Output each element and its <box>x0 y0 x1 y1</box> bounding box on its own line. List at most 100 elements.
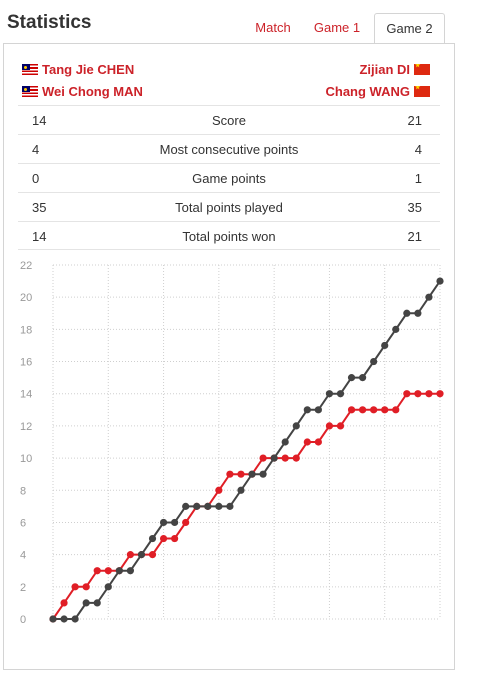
right-series-point <box>359 374 367 382</box>
left-series-point <box>82 583 90 591</box>
y-tick-label: 2 <box>20 582 26 594</box>
left-player-2: Wei Chong MAN <box>22 84 143 99</box>
left-series-point <box>215 486 223 494</box>
left-series-point <box>336 422 345 430</box>
y-tick-label: 0 <box>20 614 26 626</box>
right-series-point <box>325 390 334 398</box>
left-series-point <box>281 454 289 462</box>
left-player-1: Tang Jie CHEN <box>22 62 134 77</box>
left-series-point <box>182 518 190 527</box>
right-player-1-name[interactable]: Zijian DI <box>359 62 410 77</box>
right-series-point <box>237 486 245 494</box>
right-series-point <box>281 438 289 446</box>
y-tick-label: 20 <box>20 292 32 304</box>
right-series-point <box>392 325 400 333</box>
right-series-point <box>148 534 157 543</box>
left-series-point <box>325 422 334 430</box>
left-series-point <box>171 534 179 543</box>
stat-label: Total points played <box>175 200 283 215</box>
left-series-point <box>104 567 112 575</box>
right-series-point <box>248 470 256 478</box>
stat-left-value: 35 <box>32 200 47 215</box>
right-series-point <box>115 567 123 575</box>
y-tick-label: 18 <box>20 324 32 336</box>
right-series-point <box>303 406 311 414</box>
left-series-point <box>226 470 234 478</box>
stat-label: Game points <box>192 171 266 186</box>
left-player-1-name[interactable]: Tang Jie CHEN <box>42 62 135 77</box>
stat-right-value: 35 <box>407 200 422 215</box>
left-series-point <box>148 551 157 559</box>
left-series-point <box>126 551 134 559</box>
right-series-point <box>49 615 57 623</box>
malaysia-flag-icon <box>22 64 38 75</box>
left-series-point <box>403 390 411 398</box>
stat-label: Score <box>212 113 246 128</box>
tab-match[interactable]: Match <box>255 20 291 35</box>
right-series-point <box>171 518 179 527</box>
right-series-point <box>314 406 322 414</box>
right-player-2-name[interactable]: Chang WANG <box>325 84 411 99</box>
left-series-point <box>392 406 400 414</box>
right-series-point <box>425 293 433 301</box>
right-series-point <box>381 341 389 350</box>
right-series-point <box>137 551 146 559</box>
right-series-point <box>193 502 201 510</box>
y-tick-label: 14 <box>20 389 32 401</box>
score-progression-svg: 0 2 4 6 8 10 12 14 16 18 20 22 <box>20 260 444 626</box>
left-series-point <box>237 470 245 478</box>
right-series-point <box>292 422 300 430</box>
left-series-point <box>93 567 101 575</box>
left-series-point <box>436 390 444 398</box>
left-series-point <box>314 438 322 446</box>
left-series-point <box>259 454 267 462</box>
stat-right-value: 4 <box>414 142 422 157</box>
stat-row-consecutive: 4 Most consecutive points 4 <box>18 134 440 163</box>
right-series-point <box>93 599 101 607</box>
stat-right-value: 21 <box>407 113 422 128</box>
page-title: Statistics <box>7 12 92 33</box>
left-series-point <box>303 438 311 446</box>
left-player-2-name[interactable]: Wei Chong MAN <box>42 84 143 99</box>
tab-game-1[interactable]: Game 1 <box>313 20 361 35</box>
right-series-point <box>403 309 411 317</box>
right-series-point <box>182 502 190 510</box>
y-tick-label: 8 <box>20 485 26 497</box>
right-player-2: Chang WANG <box>325 84 430 99</box>
right-series-point <box>414 309 422 317</box>
left-series-point <box>347 406 356 414</box>
left-series-point <box>159 534 168 543</box>
left-series-point <box>71 583 79 591</box>
tab-game-2[interactable]: Game 2 <box>374 13 445 45</box>
stat-right-value: 21 <box>407 229 422 244</box>
stat-row-game-points: 0 Game points 1 <box>18 163 440 192</box>
right-series-point <box>104 583 112 591</box>
y-tick-label: 10 <box>20 453 32 465</box>
right-player-1: Zijian DI <box>359 62 430 77</box>
right-series-point <box>226 502 234 510</box>
stat-right-value: 1 <box>414 171 422 186</box>
right-series-point <box>60 615 68 623</box>
right-series-point <box>336 390 345 398</box>
stat-row-score: 14 Score 21 <box>18 105 440 134</box>
right-series-point <box>159 518 168 527</box>
right-series-point <box>370 357 378 366</box>
stat-left-value: 14 <box>32 229 47 244</box>
left-series-point <box>292 454 300 462</box>
y-tick-label: 12 <box>20 421 32 433</box>
stat-left-value: 14 <box>32 113 47 128</box>
right-series-point <box>204 502 212 510</box>
stat-left-value: 0 <box>32 171 40 186</box>
statistics-panel <box>3 43 455 670</box>
china-flag-icon <box>414 86 430 97</box>
y-tick-label: 4 <box>20 550 26 562</box>
right-series-point <box>215 502 223 510</box>
right-series-point <box>126 567 134 575</box>
right-series-point <box>82 599 90 607</box>
right-series-point <box>347 374 356 382</box>
malaysia-flag-icon <box>22 86 38 97</box>
stat-label: Total points won <box>182 229 276 244</box>
right-series-point <box>71 615 79 623</box>
left-series-point <box>414 390 422 398</box>
left-series-point <box>60 599 68 607</box>
